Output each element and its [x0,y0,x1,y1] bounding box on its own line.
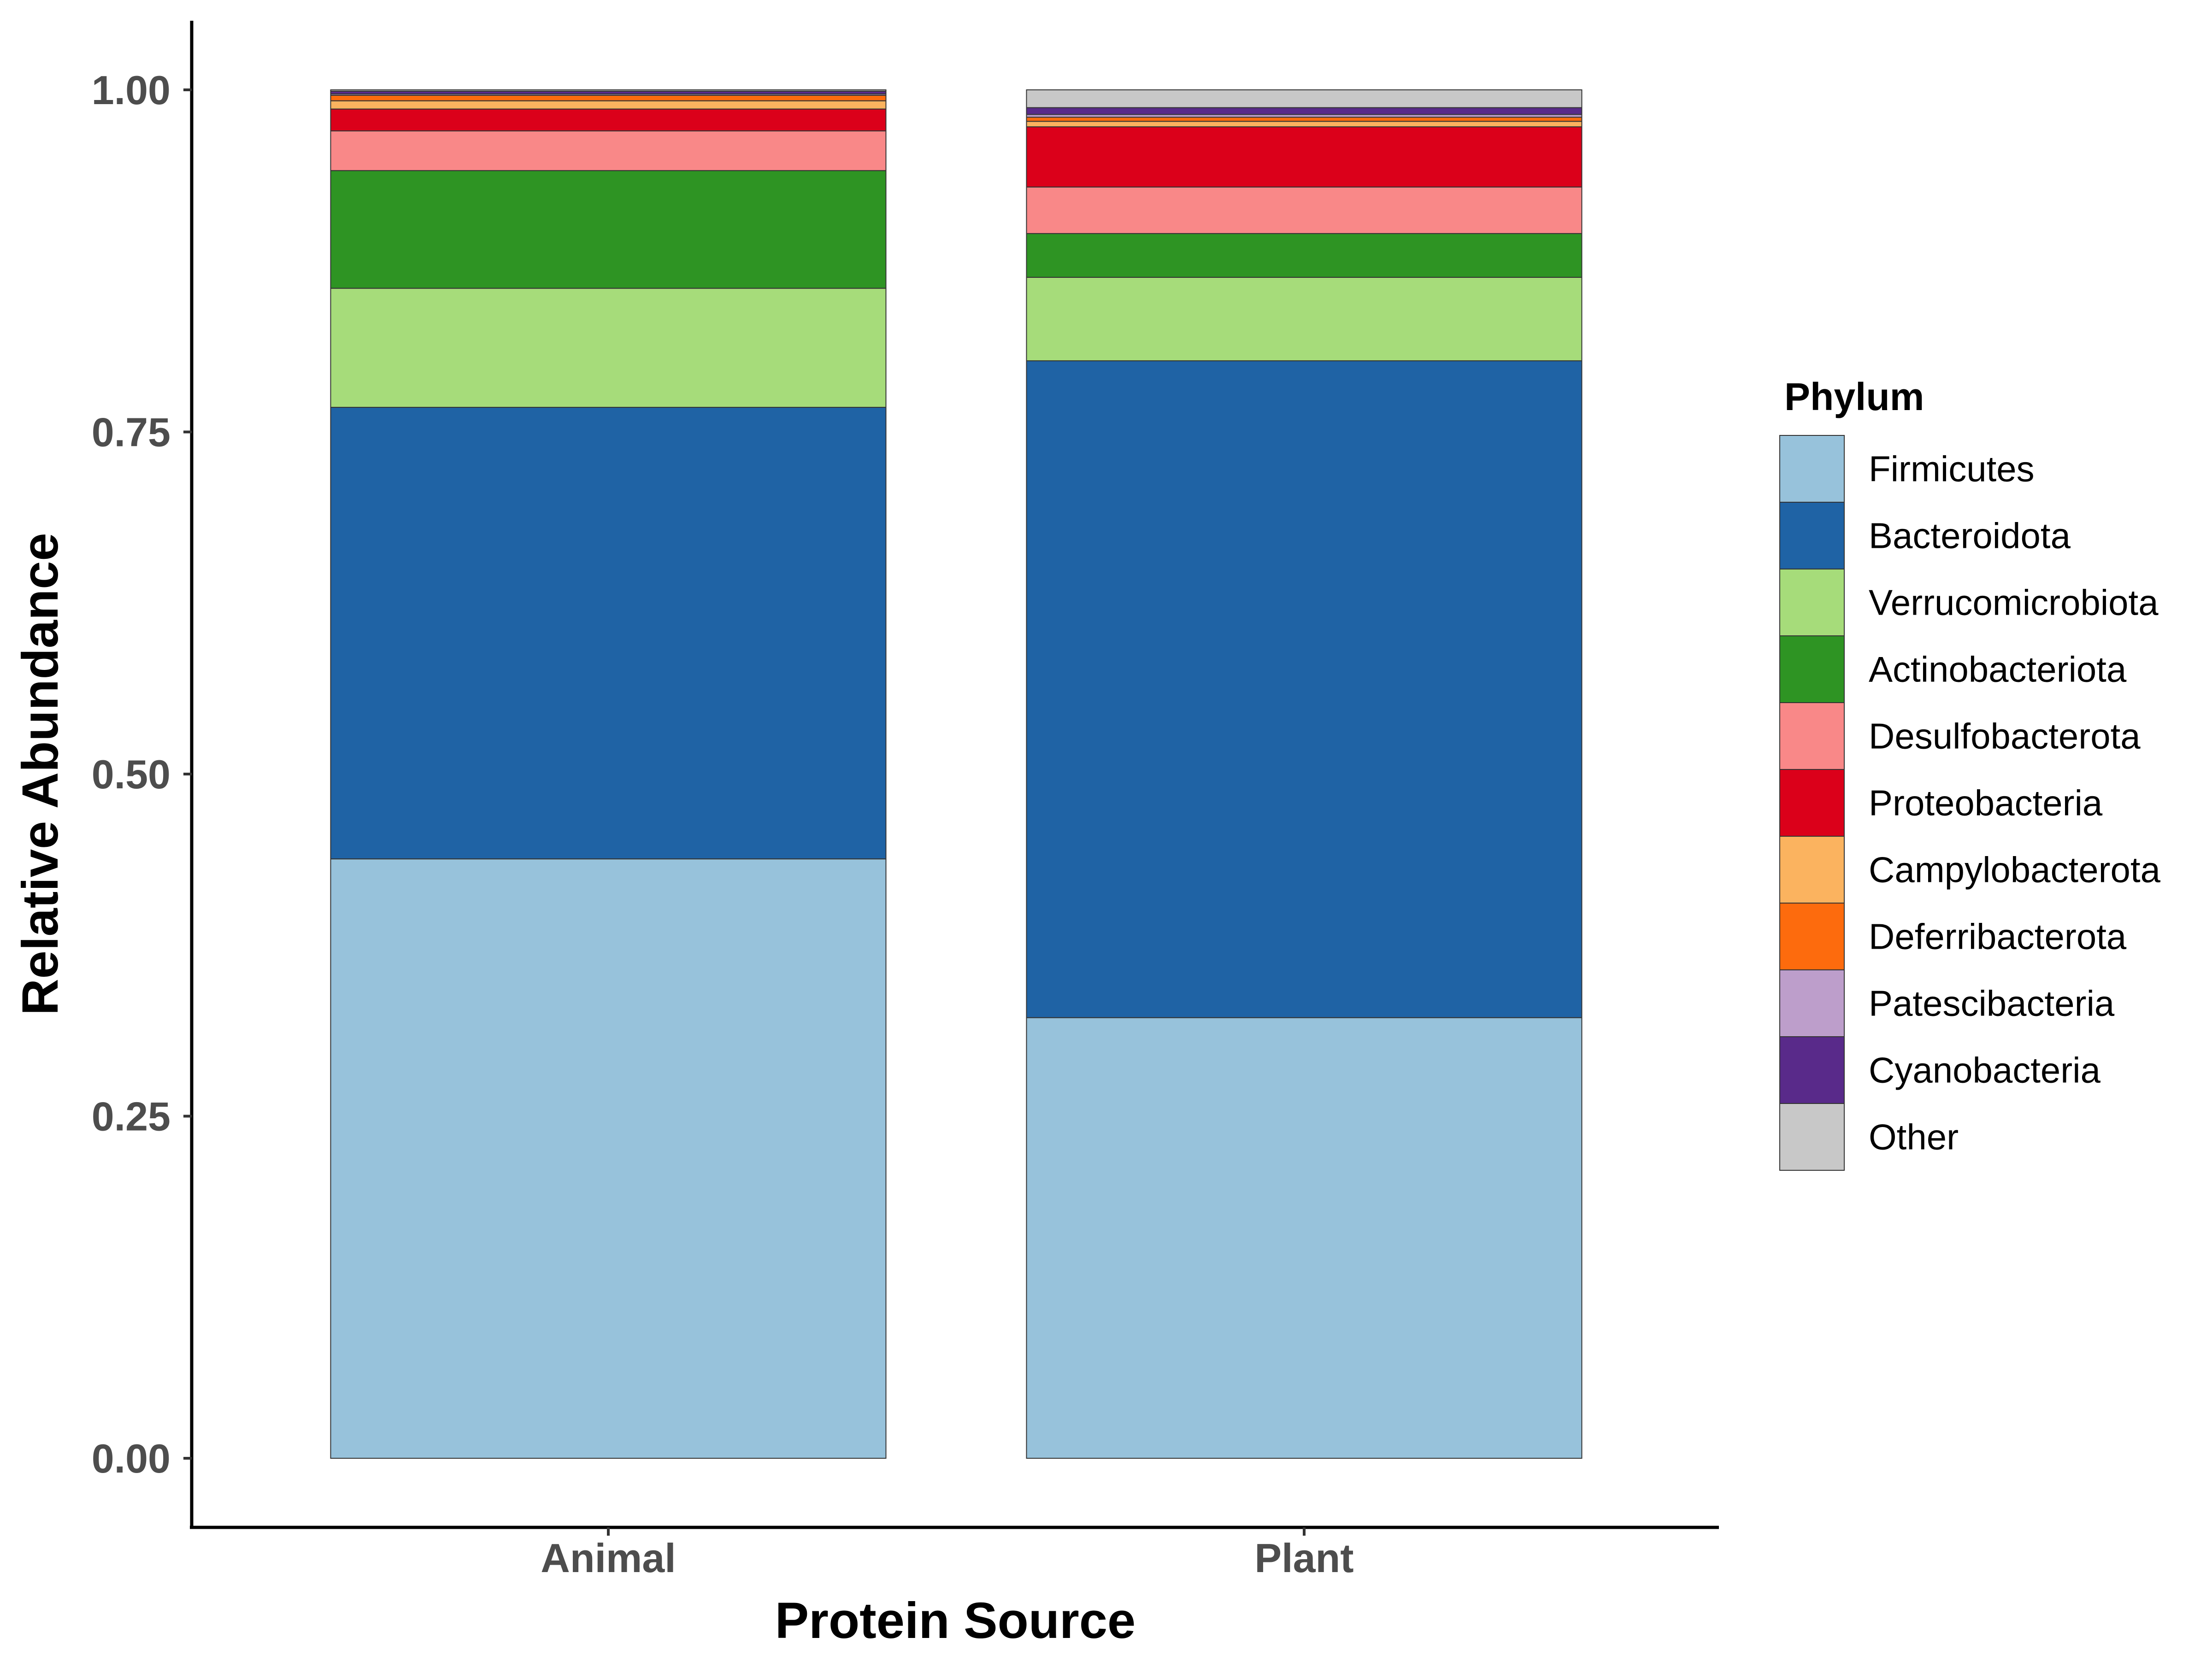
legend-title: Phylum [1784,375,1924,418]
bar-segment-plant-deferribacterota [1026,117,1583,122]
legend-key-patescibacteria [1779,969,1845,1037]
legend-label-bacteroidota: Bacteroidota [1869,516,2071,556]
bar-segment-plant-desulfobacterota [1026,186,1583,234]
bar-segment-animal-verrucomicrobiota [330,288,887,408]
legend-label-verrucomicrobiota: Verrucomicrobiota [1869,582,2159,623]
y-tick-label: 0.50 [92,751,171,797]
bar-segment-animal-campylobacterota [330,100,887,110]
legend-label-cyanobacteria: Cyanobacteria [1869,1050,2101,1091]
legend-label-campylobacterota: Campylobacterota [1869,850,2161,890]
legend-key-verrucomicrobiota [1779,569,1845,636]
legend-key-desulfobacterota [1779,702,1845,770]
legend-label-firmicutes: Firmicutes [1869,449,2035,489]
bar-segment-plant-cyanobacteria [1026,107,1583,115]
legend-label-other: Other [1869,1117,1959,1157]
bar-segment-plant-firmicutes [1026,1017,1583,1459]
bar-segment-plant-campylobacterota [1026,121,1583,128]
y-tick-label: 0.75 [92,410,171,455]
bar-segment-animal-bacteroidota [330,407,887,860]
bar-stack-animal [330,89,887,1459]
bar-segment-plant-verrucomicrobiota [1026,276,1583,362]
x-tick-label: Animal [541,1535,676,1581]
bar-segment-plant-actinobacteriota [1026,233,1583,278]
legend-label-desulfobacterota: Desulfobacterota [1869,716,2141,757]
legend-key-other [1779,1103,1845,1171]
legend-key-proteobacteria [1779,769,1845,837]
bar-segment-plant-proteobacteria [1026,126,1583,188]
bar-segment-plant-bacteroidota [1026,360,1583,1018]
legend-key-actinobacteriota [1779,635,1845,703]
x-tick-label: Plant [1254,1535,1353,1581]
bar-segment-animal-other [330,89,887,92]
y-ticks: 0.00 0.25 0.50 0.75 1.00 [92,67,192,1481]
x-axis-title: Protein Source [775,1592,1135,1649]
bar-segment-animal-desulfobacterota [330,130,887,171]
legend-label-deferribacterota: Deferribacterota [1869,916,2127,957]
bar-segment-animal-actinobacteriota [330,170,887,289]
legend-key-firmicutes [1779,435,1845,503]
legend-label-patescibacteria: Patescibacteria [1869,983,2115,1024]
x-ticks: Animal Plant [541,1527,1354,1581]
y-axis-title: Relative Abundance [12,533,69,1015]
bar-segment-animal-firmicutes [330,858,887,1459]
bar-segment-animal-deferribacterota [330,94,887,101]
bar-segment-animal-proteobacteria [330,108,887,132]
y-tick-label: 0.00 [92,1436,171,1481]
y-tick-label: 0.25 [92,1094,171,1139]
legend-key-bacteroidota [1779,502,1845,569]
legend-key-cyanobacteria [1779,1036,1845,1104]
legend-key-deferribacterota [1779,903,1845,970]
bar-stack-plant [1026,89,1583,1459]
bars-layer [330,89,1583,1459]
legend: Phylum Firmicutes Bacteroidota Verrucomicr… [1779,375,2161,1171]
y-tick-label: 1.00 [92,67,171,113]
legend-key-campylobacterota [1779,836,1845,904]
bar-segment-plant-other [1026,89,1583,108]
legend-label-actinobacteriota: Actinobacteriota [1869,649,2127,690]
legend-label-proteobacteria: Proteobacteria [1869,783,2103,823]
